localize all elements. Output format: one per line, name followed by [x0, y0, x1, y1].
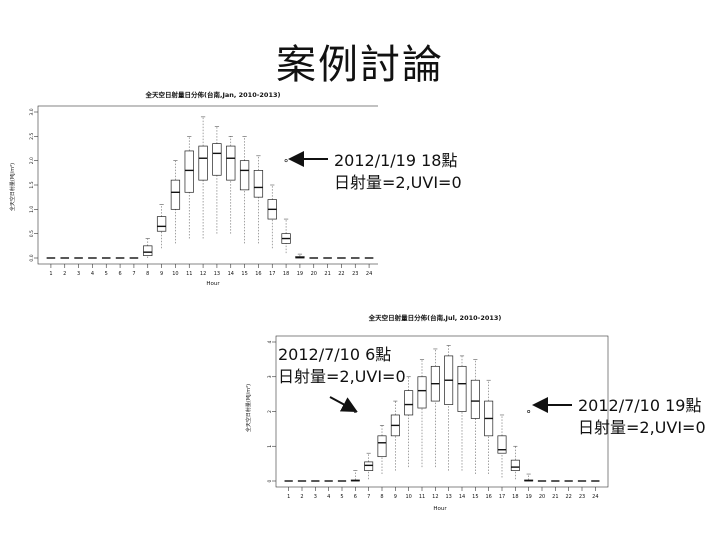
slide-title: 案例討論	[276, 42, 444, 88]
x-tick-label: 4	[91, 271, 94, 277]
x-tick-label: 22	[338, 271, 344, 277]
jan-annotation-text: 2012/1/19 18點 日射量=2,UVI=0	[334, 150, 462, 194]
box	[143, 245, 153, 256]
jul-boxplot-chart: 全天空日射量日分佈(台南,Jul, 2010-2013) 全天空日射量(MJ/m…	[245, 313, 609, 512]
y-axis-label: 全天空日射量(MJ/m²)	[9, 163, 16, 211]
x-tick-label: 8	[380, 494, 383, 500]
x-tick-label: 13	[445, 494, 451, 500]
x-tick-label: 7	[367, 494, 370, 500]
x-tick-label: 21	[552, 494, 558, 500]
x-tick-label: 20	[539, 494, 545, 500]
x-tick-label: 19	[297, 271, 303, 277]
annotation-line-2: 日射量=2,UVI=0	[278, 367, 406, 386]
y-tick-label: 2	[267, 410, 273, 413]
box	[417, 376, 427, 409]
annotation-line-1: 2012/7/10 19點	[578, 396, 702, 415]
box	[170, 179, 181, 210]
x-tick-label: 20	[311, 271, 317, 277]
box	[404, 390, 414, 416]
x-tick-label: 15	[472, 494, 478, 500]
x-tick-label: 24	[366, 271, 372, 277]
x-tick-label: 11	[419, 494, 425, 500]
x-tick-label: 14	[459, 494, 465, 500]
jul-6am-arrow	[329, 396, 358, 412]
x-tick-label: 5	[105, 271, 108, 277]
x-tick-label: 9	[160, 271, 163, 277]
x-tick-label: 23	[579, 494, 585, 500]
x-tick-label: 6	[354, 494, 357, 500]
box	[377, 435, 387, 458]
x-tick-label: 17	[269, 271, 275, 277]
x-tick-label: 14	[228, 271, 234, 277]
y-tick-label: 2.0	[29, 157, 35, 164]
box	[510, 459, 520, 471]
x-tick-label: 17	[499, 494, 505, 500]
y-tick-label: 1	[267, 445, 273, 448]
x-tick-label: 2	[300, 494, 303, 500]
x-tick-label: 22	[565, 494, 571, 500]
y-tick-label: 0.0	[29, 254, 35, 261]
x-tick-label: 10	[172, 271, 178, 277]
y-axis-label: 全天空日射量(MJ/m²)	[245, 384, 252, 432]
y-tick-label: 1.5	[29, 181, 35, 188]
box	[239, 160, 250, 191]
y-tick-label: 3.0	[29, 108, 35, 115]
box	[198, 145, 208, 181]
outlier-point	[527, 410, 531, 414]
outlier-point	[284, 159, 288, 163]
x-tick-label: 10	[405, 494, 411, 500]
annotation-line-1: 2012/1/19 18點	[334, 151, 458, 170]
box	[497, 435, 507, 454]
x-tick-label: 6	[118, 271, 121, 277]
x-axis-label: Hour	[433, 506, 447, 512]
jan-boxplot-chart: 全天空日射量日分佈(台南,Jan, 2010-2013) 全天空日射量(MJ/m…	[9, 90, 378, 287]
x-tick-label: 5	[340, 494, 343, 500]
x-tick-label: 2	[63, 271, 66, 277]
x-tick-label: 1	[49, 271, 52, 277]
x-tick-label: 8	[146, 271, 149, 277]
y-tick-label: 0	[267, 479, 273, 482]
x-tick-label: 16	[485, 494, 491, 500]
jul-annotation-6am-text: 2012/7/10 6點 日射量=2,UVI=0	[278, 344, 406, 388]
box	[184, 150, 194, 193]
box	[457, 365, 467, 412]
jul-annotation-7pm-text: 2012/7/10 19點 日射量=2,UVI=0	[578, 395, 706, 439]
x-tick-label: 11	[186, 271, 192, 277]
x-tick-label: 3	[314, 494, 317, 500]
x-axis-label: Hour	[206, 281, 220, 287]
chart-title: 全天空日射量日分佈(台南,Jul, 2010-2013)	[368, 313, 502, 322]
box	[212, 143, 222, 176]
y-tick-label: 3	[267, 375, 273, 378]
x-tick-label: 13	[214, 271, 220, 277]
x-tick-label: 21	[324, 271, 330, 277]
x-tick-label: 12	[432, 494, 438, 500]
x-tick-label: 4	[327, 494, 330, 500]
y-tick-label: 4	[267, 340, 273, 343]
y-tick-label: 0.5	[29, 230, 35, 237]
x-tick-label: 24	[592, 494, 598, 500]
x-tick-label: 18	[283, 271, 289, 277]
chart-title: 全天空日射量日分佈(台南,Jan, 2010-2013)	[145, 90, 281, 99]
box	[470, 379, 480, 419]
x-tick-label: 7	[132, 271, 135, 277]
x-tick-label: 23	[352, 271, 358, 277]
x-tick-label: 19	[525, 494, 531, 500]
y-tick-label: 1.0	[29, 206, 35, 213]
x-tick-label: 1	[287, 494, 290, 500]
x-tick-label: 3	[77, 271, 80, 277]
x-tick-label: 12	[200, 271, 206, 277]
box	[253, 170, 264, 198]
x-tick-label: 15	[241, 271, 247, 277]
x-tick-label: 16	[255, 271, 261, 277]
box	[226, 145, 236, 181]
annotation-line-1: 2012/7/10 6點	[278, 345, 392, 364]
annotation-line-2: 日射量=2,UVI=0	[334, 173, 462, 192]
x-tick-label: 9	[394, 494, 397, 500]
annotation-line-2: 日射量=2,UVI=0	[578, 418, 706, 437]
y-tick-label: 2.5	[29, 133, 35, 140]
box	[364, 461, 374, 471]
box	[156, 216, 167, 232]
x-tick-label: 18	[512, 494, 518, 500]
